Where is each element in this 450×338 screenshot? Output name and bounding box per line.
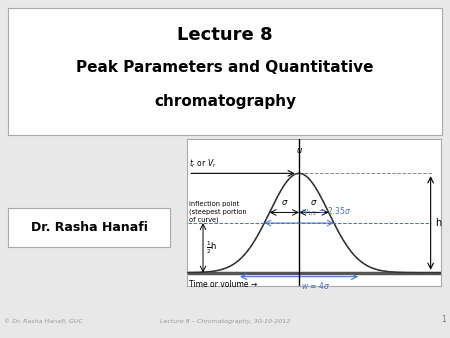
Text: © Dr. Rasha Hanafi, GUC: © Dr. Rasha Hanafi, GUC	[4, 319, 83, 324]
Text: Peak Parameters and Quantitative: Peak Parameters and Quantitative	[76, 60, 374, 75]
Text: Lecture 8 – Chromatography, 30-10-2012: Lecture 8 – Chromatography, 30-10-2012	[160, 319, 290, 324]
Text: Inflection point
(steepest portion
of curve): Inflection point (steepest portion of cu…	[189, 201, 247, 223]
Text: Dr. Rasha Hanafi: Dr. Rasha Hanafi	[31, 221, 148, 234]
Text: h: h	[435, 218, 441, 228]
Text: $\frac{1}{2}$h: $\frac{1}{2}$h	[206, 240, 217, 256]
Text: $w_{1/2}$ = 2.35$\sigma$: $w_{1/2}$ = 2.35$\sigma$	[301, 205, 351, 218]
Text: Lecture 8: Lecture 8	[177, 26, 273, 45]
Text: chromatography: chromatography	[154, 94, 296, 109]
Text: $t_r$ or $V_r$: $t_r$ or $V_r$	[189, 158, 217, 170]
Text: 1: 1	[441, 315, 446, 324]
Text: $w$ = 4$\sigma$: $w$ = 4$\sigma$	[301, 280, 330, 291]
Text: u: u	[297, 146, 302, 154]
Text: Time or volume →: Time or volume →	[189, 280, 257, 289]
Text: $\sigma$: $\sigma$	[310, 198, 318, 208]
Text: $\sigma$: $\sigma$	[280, 198, 288, 208]
